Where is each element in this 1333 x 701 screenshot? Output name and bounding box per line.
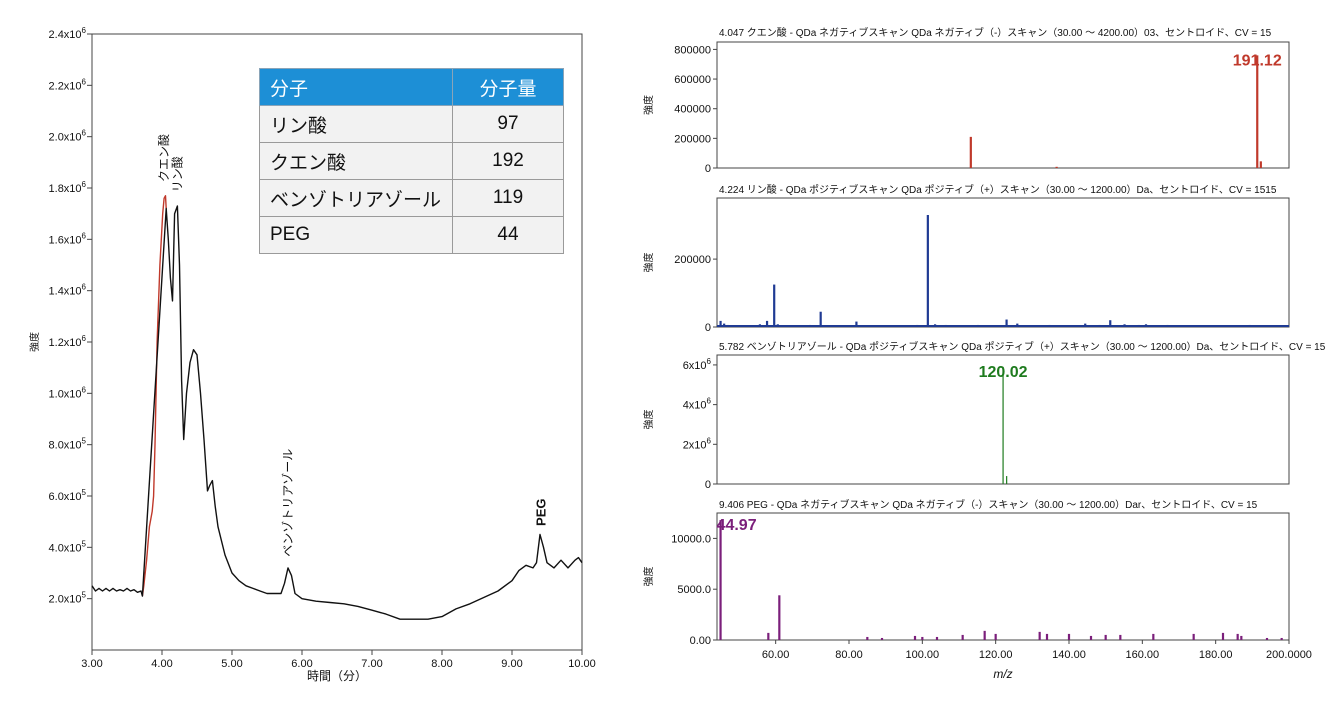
x-tick-label: 60.00: [762, 649, 790, 661]
table-cell-molecule: リン酸: [259, 105, 453, 143]
y-tick-label: 1.2x106: [49, 334, 87, 349]
y-tick-label: 200000: [674, 254, 711, 266]
ms-panel-4: 9.406 PEG - QDa ネガティブスキャン QDa ネガティブ（-）スキ…: [642, 498, 1312, 661]
x-tick-label: 8.00: [431, 658, 452, 670]
molecule-table: 分子 分子量 リン酸 97 クエン酸 192 ベンゾトリアゾール 119 PEG…: [259, 68, 564, 254]
panel-frame: [716, 41, 1290, 169]
table-cell-mass: 97: [452, 105, 564, 143]
y-tick-label: 5000.0: [677, 584, 711, 596]
chromatogram-chart: 2.0x105 4.0x105 6.0x105 8.0x105 1.0x106 1.2x1…: [28, 26, 596, 683]
panel-title: 4.224 リン酸 - QDa ポジティブスキャン QDa ポジティブ（+）スキ…: [719, 183, 1277, 196]
x-tick-label: 140.00: [1052, 649, 1086, 661]
x-tick-label: 120.00: [979, 649, 1013, 661]
x-tick-label: 200.0000: [1266, 649, 1312, 661]
y-tick-label: 1.0x106: [49, 385, 87, 400]
panel-title: 4.047 クエン酸 - QDa ネガティブスキャン QDa ネガティブ（-）ス…: [719, 26, 1272, 39]
x-tick-label: 10.00: [568, 658, 596, 670]
peak-label: 44.97: [717, 517, 757, 534]
x-axis-label: m/z: [993, 667, 1012, 681]
y-tick-label: 2.2x106: [49, 77, 87, 92]
x-tick-label: 7.00: [361, 658, 382, 670]
table-row: ベンゾトリアゾール 119: [259, 179, 564, 217]
y-tick-label: 200000: [674, 133, 711, 145]
x-tick-label: 4.00: [151, 658, 172, 670]
peak-label: 120.02: [979, 364, 1028, 381]
y-axis-label: 強度: [642, 253, 655, 273]
table-row: クエン酸 192: [259, 142, 564, 180]
series-highlight-line: [141, 194, 167, 597]
y-tick-label: 8.0x105: [49, 437, 87, 452]
table-cell-molecule: ベンゾトリアゾール: [259, 179, 453, 217]
y-tick-label: 1.6x106: [49, 231, 87, 246]
y-tick-label: 2x106: [683, 436, 712, 451]
table-header-row: 分子 分子量: [259, 68, 564, 106]
y-axis-label: 強度: [642, 567, 655, 587]
table-header-mass: 分子量: [452, 68, 564, 106]
x-tick-label: 160.00: [1126, 649, 1160, 661]
table-header-molecule: 分子: [259, 68, 453, 106]
y-tick-label: 2.4x106: [49, 26, 87, 41]
table-cell-mass: 44: [452, 216, 564, 254]
x-tick-label: 3.00: [81, 658, 102, 670]
x-tick-label: 100.00: [906, 649, 940, 661]
y-tick-label: 2.0x106: [49, 129, 87, 144]
table-cell-mass: 119: [452, 179, 564, 217]
y-tick-label: 800000: [674, 44, 711, 56]
y-tick-label: 0: [705, 322, 711, 334]
ms-panel-3: 5.782 ベンゾトリアゾール - QDa ポジティブスキャン QDa ポジティ…: [642, 340, 1326, 491]
y-tick-label: 4x106: [683, 397, 712, 412]
table-cell-mass: 192: [452, 142, 564, 180]
x-tick-label: 6.00: [291, 658, 312, 670]
y-tick-label: 2.0x105: [49, 591, 87, 606]
peak-annotation: リン酸: [169, 156, 184, 192]
y-axis-label: 強度: [28, 332, 41, 352]
y-tick-label: 0: [705, 479, 711, 491]
x-tick-label: 5.00: [221, 658, 242, 670]
y-tick-label: 6.0x105: [49, 488, 87, 503]
peak-annotation: クエン酸: [156, 134, 171, 182]
peak-annotation: ベンゾトリアゾール: [281, 449, 295, 557]
y-tick-label: 1.4x106: [49, 283, 87, 298]
peak-label: 191.12: [1233, 52, 1282, 69]
y-axis-label: 強度: [642, 410, 655, 430]
x-tick-label: 80.00: [835, 649, 863, 661]
table-row: リン酸 97: [259, 105, 564, 143]
y-tick-label: 6x106: [683, 357, 712, 372]
series-trace-line: [91, 205, 583, 620]
x-tick-label: 180.00: [1199, 649, 1233, 661]
ms-panel-2: 4.224 リン酸 - QDa ポジティブスキャン QDa ポジティブ（+）スキ…: [642, 183, 1290, 334]
x-tick-label: 9.00: [501, 658, 522, 670]
y-tick-label: 0: [705, 163, 711, 175]
table-row: PEG 44: [259, 216, 564, 254]
panel-frame: [716, 197, 1290, 328]
y-axis-label: 強度: [642, 95, 655, 115]
y-tick-label: 0.00: [690, 635, 711, 647]
table-cell-molecule: PEG: [259, 216, 453, 254]
panel-title: 5.782 ベンゾトリアゾール - QDa ポジティブスキャン QDa ポジティ…: [719, 340, 1326, 353]
panel-frame: [716, 512, 1290, 641]
peak-annotation: PEG: [533, 498, 548, 525]
y-tick-label: 600000: [674, 74, 711, 86]
y-tick-label: 1.8x106: [49, 180, 87, 195]
table-cell-molecule: クエン酸: [259, 142, 453, 180]
ms-panel-1: 4.047 クエン酸 - QDa ネガティブスキャン QDa ネガティブ（-）ス…: [642, 26, 1290, 175]
y-tick-label: 10000.0: [671, 533, 711, 545]
x-axis-label: 時間（分）: [307, 669, 367, 683]
y-tick-label: 4.0x105: [49, 539, 87, 554]
panel-title: 9.406 PEG - QDa ネガティブスキャン QDa ネガティブ（-）スキ…: [719, 498, 1258, 511]
ms-spectra-chart: 4.047 クエン酸 - QDa ネガティブスキャン QDa ネガティブ（-）ス…: [642, 26, 1326, 681]
y-tick-label: 400000: [674, 104, 711, 116]
